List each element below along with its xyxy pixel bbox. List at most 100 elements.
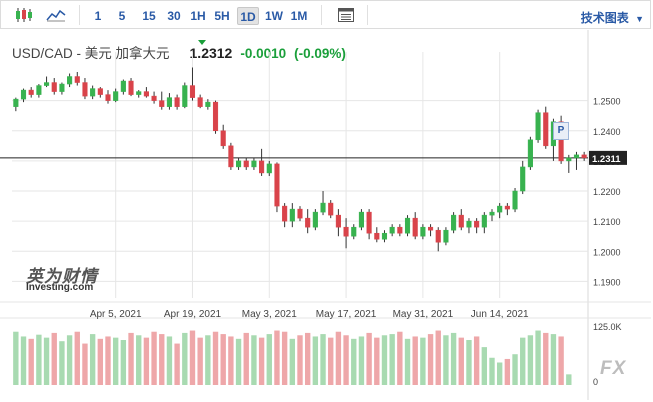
candle-body (197, 97, 203, 107)
candle-body (251, 160, 257, 168)
candle-body (13, 98, 19, 107)
candle-body (497, 205, 503, 213)
date-tick-label: May 31, 2021 (393, 309, 454, 320)
volume-bar (136, 335, 142, 385)
volume-bar (404, 338, 411, 385)
last-price: 1.2312 (189, 45, 233, 61)
volume-bar (36, 334, 42, 385)
volume-bar (189, 330, 196, 385)
volume-bar (427, 334, 434, 385)
candle-body (212, 101, 219, 132)
date-tick-label: Jun 14, 2021 (471, 309, 529, 320)
volume-bar (197, 337, 203, 385)
candle-body (159, 100, 165, 107)
candle-body (228, 145, 234, 168)
candle-body (74, 76, 80, 83)
volume-bar (266, 334, 272, 385)
price-change-percent: (-0.09%) (294, 46, 346, 61)
timeframe-1m[interactable]: 1M (290, 9, 308, 23)
candle-body (189, 85, 196, 98)
candle-body (389, 226, 395, 234)
candle-body (358, 211, 364, 228)
candle-body (297, 208, 303, 219)
volume-bar (205, 335, 211, 385)
timeframe-15[interactable]: 15 (142, 9, 156, 23)
candle-body (558, 121, 564, 162)
candle-body (305, 217, 311, 228)
volume-bar (89, 334, 96, 385)
candle-body (428, 226, 434, 231)
date-tick-label: Apr 5, 2021 (90, 309, 142, 320)
candle-body (381, 232, 388, 240)
candle-body (259, 160, 265, 174)
volume-bar (235, 338, 242, 385)
volume-bar (435, 330, 441, 385)
candle-body (243, 160, 249, 168)
candle-body (404, 217, 411, 234)
timeframe-1w[interactable]: 1W (265, 9, 283, 23)
volume-bar (520, 337, 526, 385)
candle-body (397, 226, 403, 234)
volume-bar (458, 337, 464, 385)
candle-body (220, 130, 226, 147)
candle-body (205, 101, 211, 107)
volume-bar (174, 343, 180, 385)
volume-bar (151, 331, 157, 385)
candlestick-icon[interactable] (13, 5, 35, 25)
quote-header: USD/CAD - 美元 加拿大元 1.2312 -0.0010 (-0.09%… (12, 42, 346, 62)
candle-body (120, 80, 126, 92)
timeframe-1h[interactable]: 1H (190, 9, 206, 23)
volume-bar (43, 337, 50, 385)
volume-bar (381, 335, 388, 385)
candle-body (435, 229, 441, 243)
volume-bar (473, 336, 480, 385)
candle-body (28, 89, 34, 95)
volume-bar (512, 354, 518, 385)
timeframe-1d[interactable]: 1D (237, 7, 259, 25)
volume-bar (51, 332, 57, 385)
candle-body (328, 202, 334, 216)
candle-body (458, 214, 464, 228)
price-tick-label: 1.2000 (593, 247, 621, 257)
toolbar-separator (367, 5, 368, 25)
candle-body (236, 160, 242, 168)
volume-bar (228, 336, 234, 385)
volume-bar (128, 332, 134, 385)
candle-body (289, 208, 295, 222)
candle-body (489, 211, 495, 216)
candle-body (282, 205, 288, 222)
timeframe-1[interactable]: 1 (94, 9, 102, 23)
volume-bar (420, 337, 426, 385)
annotation-p-badge[interactable]: P (553, 122, 569, 140)
price-tick-label: 1.2100 (593, 217, 621, 227)
candle-body (20, 89, 27, 100)
candle-body (351, 226, 357, 237)
volume-bar (335, 331, 342, 385)
triangle-down-icon (198, 40, 206, 45)
volume-tick-label: 125.0K (593, 322, 622, 332)
candle-body (527, 139, 533, 168)
volume-bar (450, 332, 457, 385)
volume-bar (527, 335, 534, 385)
volume-bar (251, 335, 257, 385)
candle-body (374, 232, 380, 240)
date-tick-label: May 3, 2021 (242, 309, 297, 320)
volume-tick-label: 0 (593, 377, 598, 387)
volume-bar (389, 334, 395, 385)
volume-bar (558, 336, 564, 385)
candle-body (105, 94, 111, 101)
volume-bar (358, 336, 365, 385)
price-tick-label: 1.2400 (593, 127, 621, 137)
timeframe-5h[interactable]: 5H (214, 9, 230, 23)
candle-body (366, 211, 372, 234)
technical-chart-link[interactable]: 技术图表 ▼ (581, 9, 644, 26)
line-chart-icon[interactable] (45, 5, 67, 25)
volume-bar (143, 337, 150, 385)
candle-body (90, 88, 96, 97)
price-tick-label: 1.1900 (593, 277, 621, 287)
volume-bar (20, 336, 27, 385)
timeframe-5[interactable]: 5 (118, 9, 126, 23)
timeframe-30[interactable]: 30 (167, 9, 181, 23)
table-icon[interactable] (335, 5, 357, 25)
